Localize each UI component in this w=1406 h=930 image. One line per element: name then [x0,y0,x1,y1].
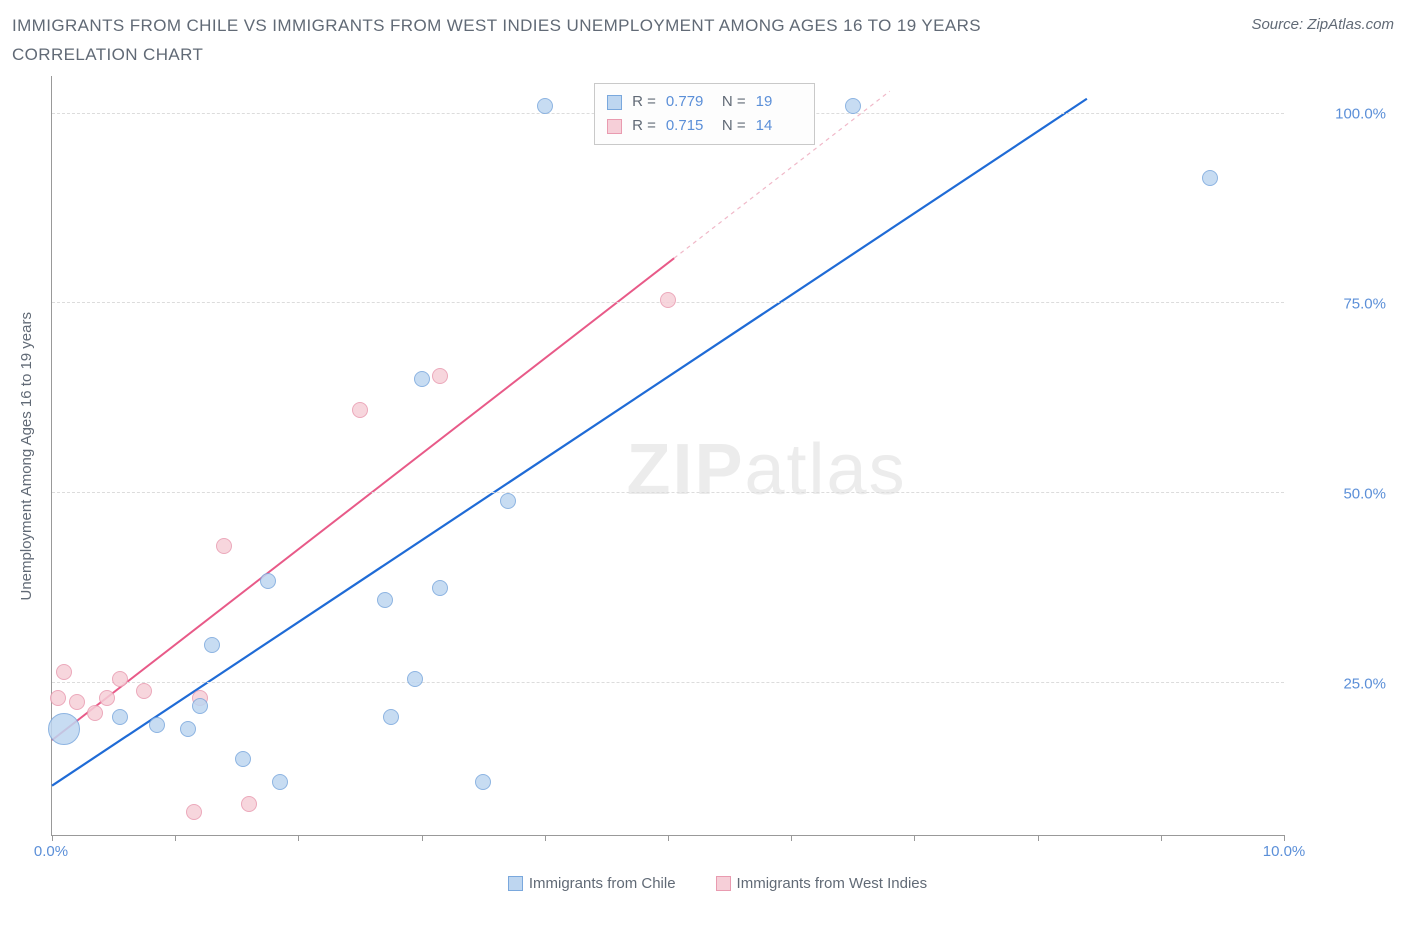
plot-area: ZIPatlas R = 0.779 N = 19 R = 0.715 N = … [51,76,1284,836]
legend-item-chile: Immigrants from Chile [508,875,676,892]
point-chile [383,709,399,725]
point-west-indies [56,664,72,680]
point-chile [407,671,423,687]
y-tick-label: 25.0% [1343,675,1386,692]
point-west-indies [50,690,66,706]
x-tick [298,835,299,841]
point-chile [475,774,491,790]
point-chile [204,637,220,653]
stats-n-label: N = [722,90,746,114]
y-tick-label: 50.0% [1343,485,1386,502]
point-chile [500,493,516,509]
point-west-indies [432,368,448,384]
x-tick [175,835,176,841]
stats-box: R = 0.779 N = 19 R = 0.715 N = 14 [594,83,815,145]
stats-swatch-west-indies [607,119,622,134]
stats-r-label: R = [632,90,656,114]
point-west-indies [99,690,115,706]
point-west-indies [136,683,152,699]
x-tick [422,835,423,841]
point-chile [112,709,128,725]
point-chile [272,774,288,790]
point-west-indies [216,538,232,554]
x-tick [668,835,669,841]
stats-r-chile: 0.779 [666,90,712,114]
x-tick [1038,835,1039,841]
stats-swatch-chile [607,95,622,110]
stats-n-west-indies: 14 [756,114,802,138]
point-chile [260,573,276,589]
stats-row-west-indies: R = 0.715 N = 14 [607,114,802,138]
legend-swatch-west-indies [716,876,731,891]
legend-item-west-indies: Immigrants from West Indies [716,875,928,892]
x-tick [914,835,915,841]
point-west-indies [112,671,128,687]
point-chile [149,717,165,733]
legend-label-west-indies: Immigrants from West Indies [737,875,928,892]
y-tick-label: 75.0% [1343,295,1386,312]
point-west-indies [87,705,103,721]
x-tick-label: 0.0% [34,843,68,860]
chart-container: Unemployment Among Ages 16 to 19 years Z… [12,76,1394,896]
gridline [52,682,1284,683]
stats-n-chile: 19 [756,90,802,114]
x-tick [545,835,546,841]
legend-swatch-chile [508,876,523,891]
point-chile [432,580,448,596]
point-west-indies [352,402,368,418]
y-tick-label: 100.0% [1335,105,1386,122]
point-chile [377,592,393,608]
point-west-indies [69,694,85,710]
legend-label-chile: Immigrants from Chile [529,875,676,892]
point-chile [537,98,553,114]
stats-row-chile: R = 0.779 N = 19 [607,90,802,114]
x-tick-label: 10.0% [1263,843,1306,860]
point-chile [48,713,80,745]
x-tick [1161,835,1162,841]
point-west-indies [241,796,257,812]
bottom-legend: Immigrants from Chile Immigrants from We… [41,875,1394,892]
point-chile [1202,170,1218,186]
stats-r-west-indies: 0.715 [666,114,712,138]
stats-r-label: R = [632,114,656,138]
point-chile [414,371,430,387]
plot-region: ZIPatlas R = 0.779 N = 19 R = 0.715 N = … [41,76,1394,896]
source-caption: Source: ZipAtlas.com [1251,16,1394,33]
regression-line [52,258,674,740]
point-west-indies [186,804,202,820]
gridline [52,492,1284,493]
chart-title: IMMIGRANTS FROM CHILE VS IMMIGRANTS FROM… [12,12,1112,70]
point-chile [192,698,208,714]
point-chile [235,751,251,767]
x-tick [791,835,792,841]
regression-lines-layer [52,76,1284,835]
point-west-indies [660,292,676,308]
point-chile [180,721,196,737]
y-axis-label: Unemployment Among Ages 16 to 19 years [12,312,41,601]
x-tick [1284,835,1285,841]
stats-n-label: N = [722,114,746,138]
x-tick [52,835,53,841]
point-chile [845,98,861,114]
